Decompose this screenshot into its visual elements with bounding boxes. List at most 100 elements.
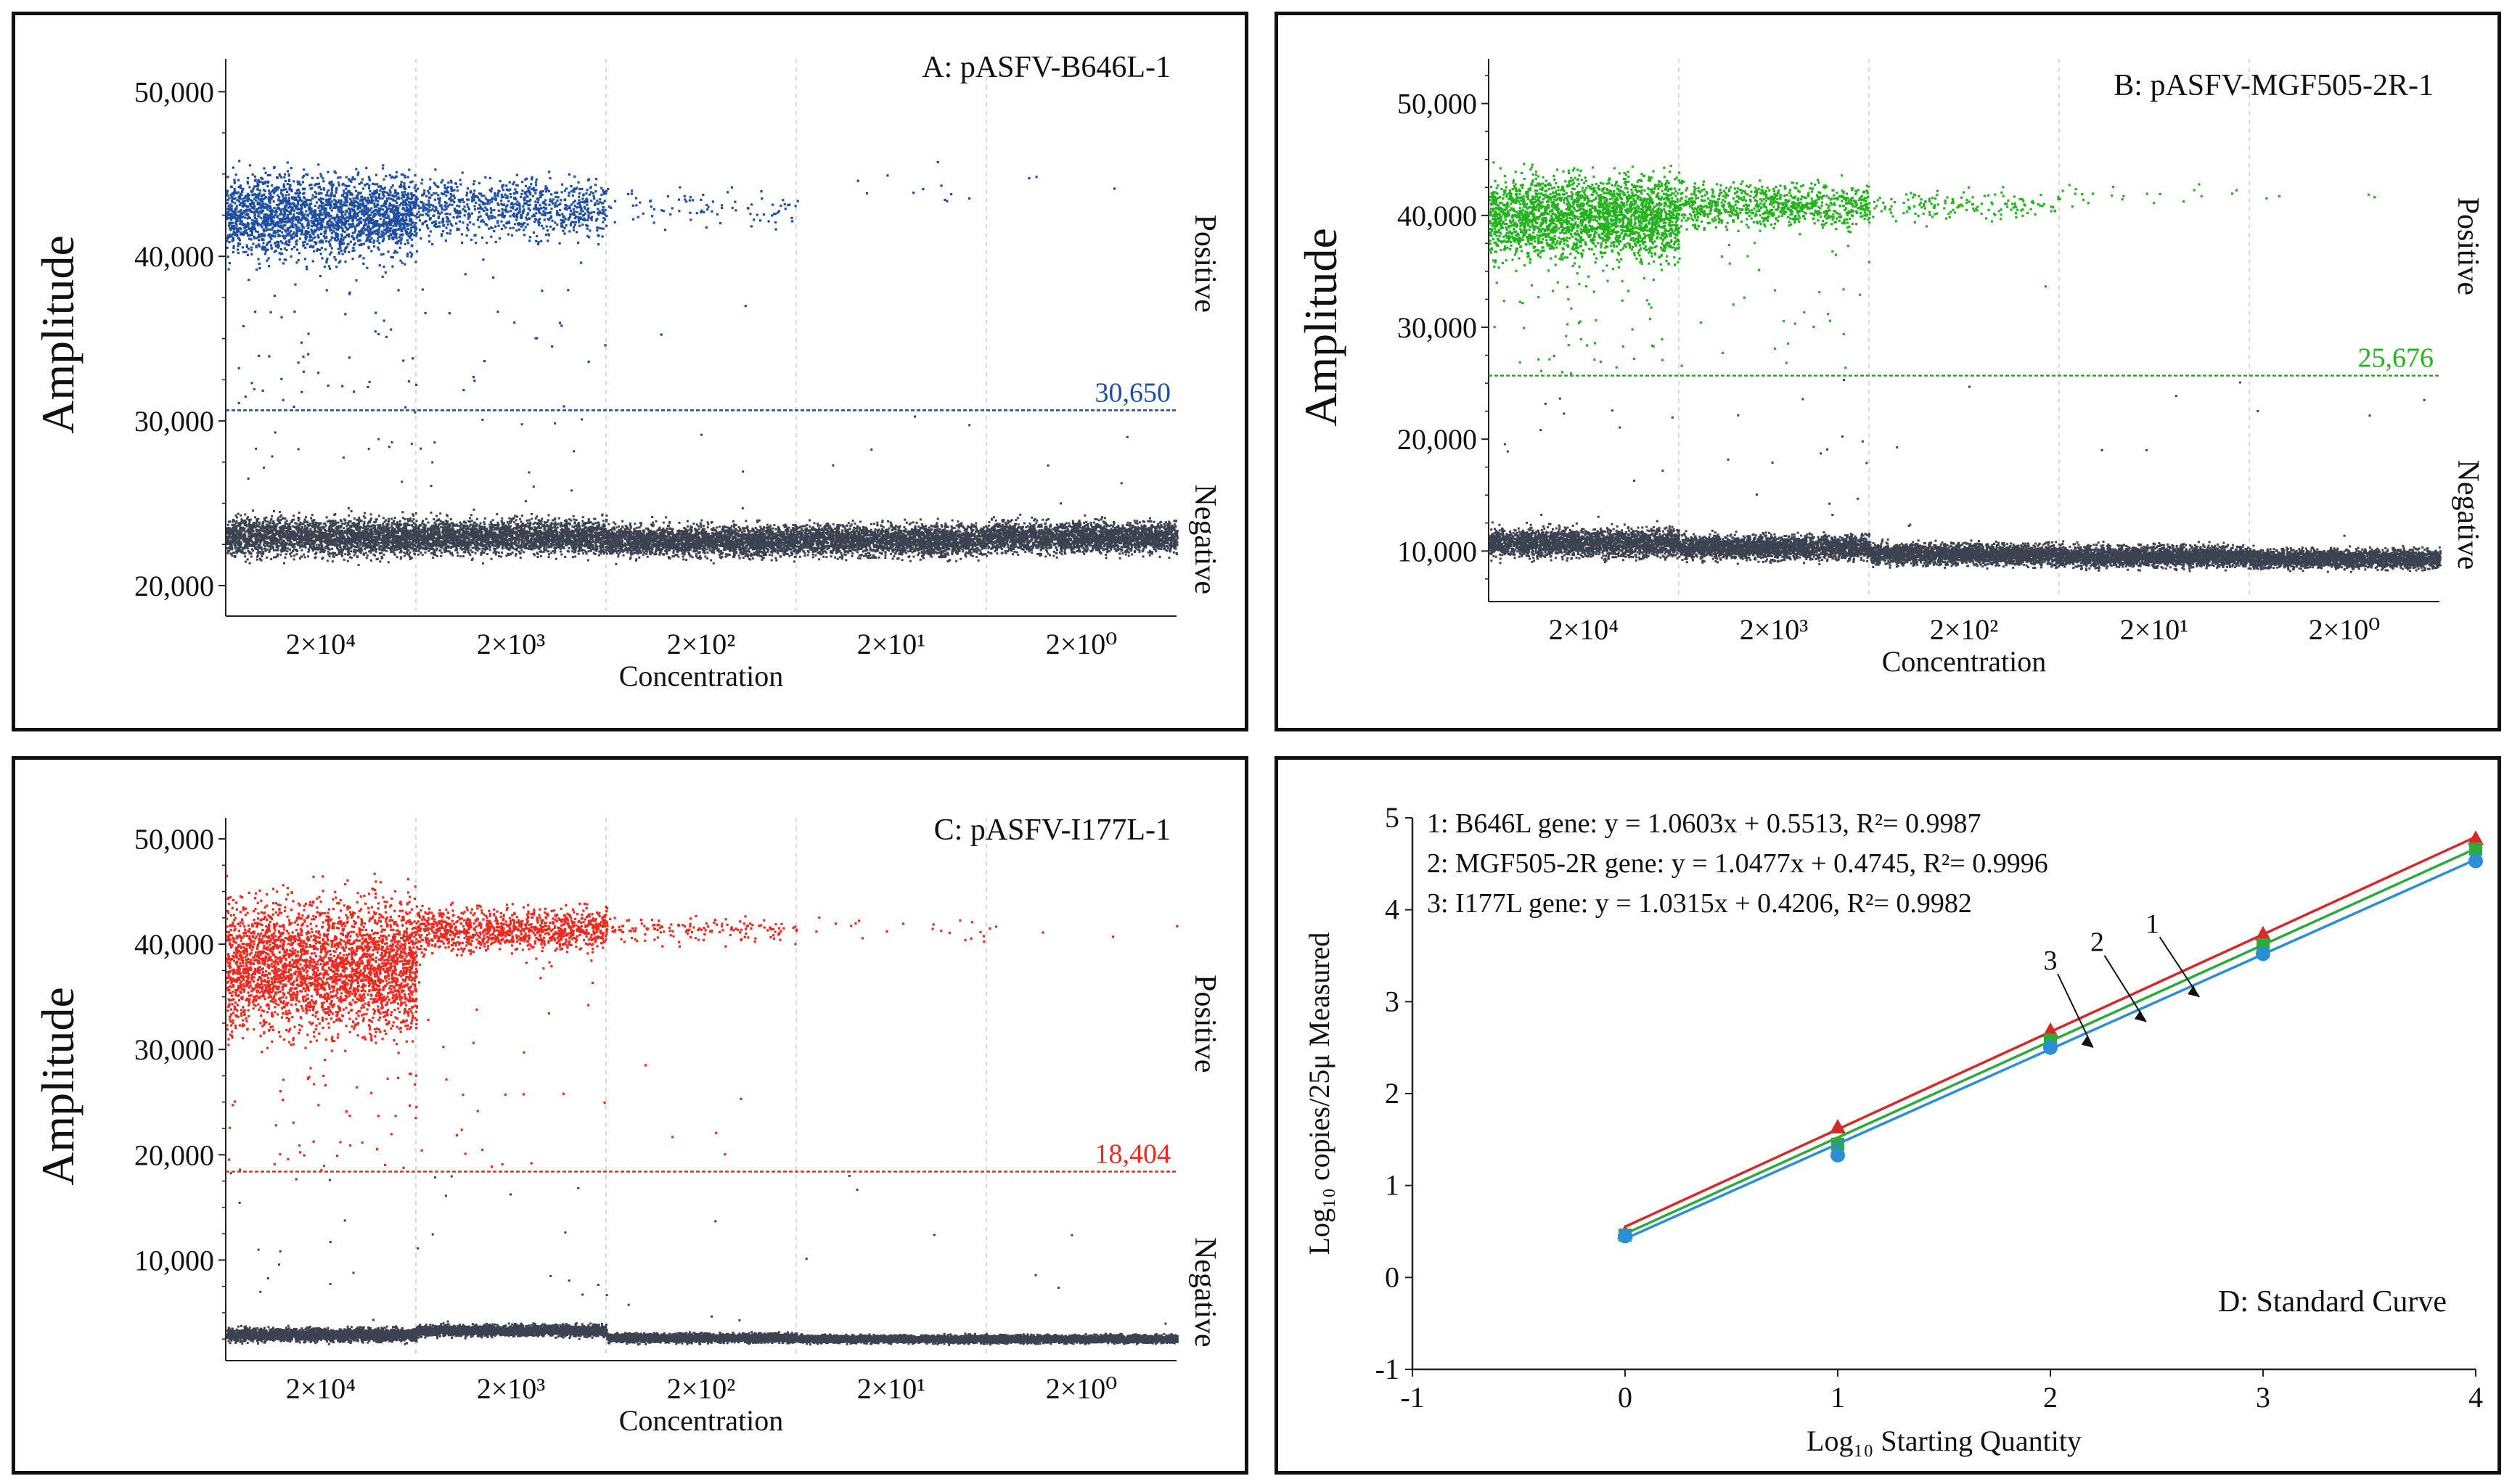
negative-droplet — [257, 551, 260, 554]
negative-droplet — [502, 524, 504, 527]
negative-droplet — [263, 518, 266, 521]
negative-droplet — [325, 541, 328, 544]
negative-droplet — [467, 540, 470, 543]
negative-droplet — [435, 547, 438, 550]
negative-droplet — [576, 528, 578, 530]
negative-droplet — [292, 543, 295, 546]
negative-droplet — [536, 526, 539, 529]
negative-droplet — [276, 538, 279, 541]
negative-droplet — [417, 527, 420, 530]
negative-droplet — [483, 523, 486, 526]
negative-droplet — [410, 557, 413, 559]
negative-droplet — [302, 538, 305, 541]
negative-droplet — [380, 549, 383, 552]
negative-droplet — [351, 536, 353, 538]
negative-droplet — [353, 533, 356, 536]
negative-droplet — [249, 518, 252, 521]
negative-droplet — [487, 530, 490, 533]
negative-droplet — [318, 529, 321, 532]
negative-droplet — [280, 528, 283, 531]
negative-droplet — [495, 526, 498, 529]
negative-droplet — [319, 526, 322, 529]
negative-droplet — [229, 539, 232, 542]
negative-droplet — [388, 520, 390, 522]
negative-droplet — [390, 525, 393, 528]
negative-droplet — [385, 549, 388, 552]
negative-droplet — [399, 550, 402, 553]
negative-droplet — [322, 557, 324, 559]
negative-droplet — [605, 549, 607, 552]
negative-droplet — [488, 529, 491, 532]
negative-droplet — [492, 551, 495, 554]
negative-droplet — [268, 522, 271, 525]
negative-droplet — [292, 548, 295, 551]
negative-droplet — [361, 536, 364, 539]
negative-droplet — [245, 537, 247, 540]
negative-droplet — [242, 538, 245, 541]
negative-droplet — [387, 527, 390, 530]
negative-droplet — [470, 519, 473, 522]
negative-droplet — [595, 532, 598, 535]
negative-droplet — [476, 549, 479, 552]
negative-droplet — [283, 527, 286, 530]
negative-droplet — [264, 542, 267, 545]
negative-droplet — [349, 538, 352, 541]
negative-droplet — [248, 528, 251, 530]
negative-droplet — [353, 537, 356, 540]
negative-droplet — [271, 536, 274, 539]
negative-droplet — [380, 555, 383, 558]
negative-droplet — [269, 526, 272, 529]
negative-droplet — [297, 530, 300, 533]
negative-droplet — [491, 532, 494, 535]
negative-droplet — [338, 525, 341, 528]
negative-droplet — [336, 546, 339, 549]
negative-droplet — [301, 545, 304, 548]
negative-droplet — [290, 530, 293, 533]
negative-droplet — [356, 518, 359, 521]
negative-droplet — [554, 517, 557, 520]
negative-droplet — [372, 549, 375, 552]
negative-droplet — [505, 554, 508, 557]
negative-droplet — [343, 547, 345, 550]
negative-droplet — [271, 540, 274, 543]
negative-droplet — [356, 538, 359, 541]
negative-droplet — [240, 535, 243, 538]
negative-droplet — [303, 545, 306, 548]
negative-droplet — [277, 517, 279, 520]
negative-droplet — [392, 520, 395, 522]
negative-droplet — [393, 528, 396, 530]
negative-droplet — [561, 543, 564, 546]
negative-droplet — [483, 521, 486, 524]
negative-droplet — [495, 533, 498, 536]
negative-droplet — [525, 525, 528, 528]
negative-droplet — [387, 561, 390, 564]
negative-droplet — [473, 543, 476, 546]
negative-droplet — [422, 544, 425, 546]
negative-droplet — [258, 522, 261, 525]
negative-droplet — [335, 543, 337, 546]
negative-droplet — [243, 533, 246, 536]
negative-droplet — [379, 533, 382, 536]
negative-droplet — [354, 542, 357, 545]
negative-droplet — [245, 525, 248, 528]
negative-droplet — [416, 533, 419, 536]
negative-droplet — [416, 530, 419, 533]
negative-droplet — [270, 543, 273, 546]
negative-droplet — [358, 525, 361, 528]
negative-droplet — [401, 544, 404, 547]
negative-droplet — [597, 527, 600, 530]
negative-droplet — [396, 521, 399, 524]
negative-droplet — [317, 522, 320, 525]
negative-droplet — [363, 522, 366, 525]
negative-droplet — [564, 526, 567, 529]
negative-droplet — [377, 515, 380, 517]
negative-droplet — [412, 528, 414, 531]
negative-droplet — [265, 529, 268, 532]
negative-droplet — [351, 529, 353, 532]
negative-droplet — [576, 526, 579, 529]
negative-droplet — [282, 562, 285, 565]
negative-droplet — [528, 534, 531, 537]
negative-droplet — [232, 538, 235, 541]
negative-droplet — [530, 540, 533, 543]
negative-droplet — [250, 552, 253, 555]
